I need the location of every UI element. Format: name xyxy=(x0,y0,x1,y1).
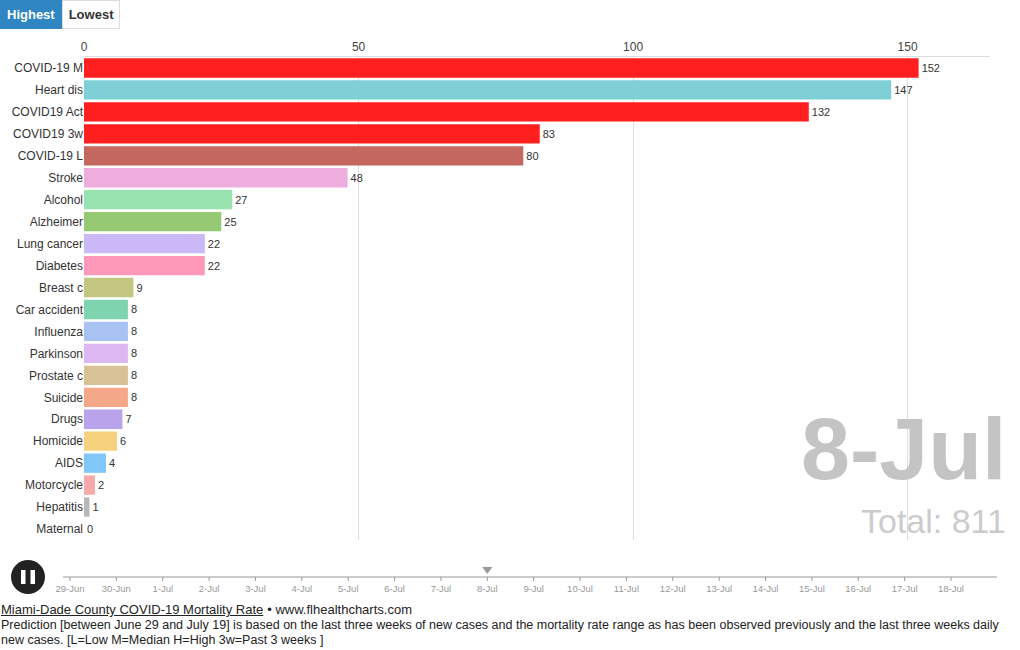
svg-text:Hepatitis: Hepatitis xyxy=(36,500,83,514)
svg-text:9-Jul: 9-Jul xyxy=(523,583,544,594)
svg-text:4: 4 xyxy=(109,457,115,469)
svg-text:Maternal: Maternal xyxy=(36,522,83,536)
svg-text:15-Jul: 15-Jul xyxy=(799,583,825,594)
svg-text:Homicide: Homicide xyxy=(33,434,83,448)
svg-text:8-Jul: 8-Jul xyxy=(477,583,498,594)
svg-text:Influenza: Influenza xyxy=(34,325,83,339)
svg-text:Drugs: Drugs xyxy=(51,412,83,426)
svg-text:7: 7 xyxy=(125,413,131,425)
svg-text:7-Jul: 7-Jul xyxy=(431,583,452,594)
svg-text:9: 9 xyxy=(136,282,142,294)
svg-text:30-Jun: 30-Jun xyxy=(102,583,131,594)
svg-text:COVID-19 M: COVID-19 M xyxy=(14,61,83,75)
svg-text:Car accident: Car accident xyxy=(16,303,84,317)
svg-text:152: 152 xyxy=(922,62,940,74)
svg-text:18-Jul: 18-Jul xyxy=(938,583,964,594)
svg-text:5-Jul: 5-Jul xyxy=(338,583,359,594)
svg-text:150: 150 xyxy=(898,40,918,54)
svg-text:147: 147 xyxy=(894,84,912,96)
svg-text:22: 22 xyxy=(208,238,220,250)
svg-text:Motorcycle: Motorcycle xyxy=(25,478,83,492)
svg-text:Total: 811: Total: 811 xyxy=(861,502,1006,540)
svg-text:50: 50 xyxy=(352,40,366,54)
svg-text:1-Jul: 1-Jul xyxy=(152,583,173,594)
svg-text:AIDS: AIDS xyxy=(55,456,83,470)
svg-text:132: 132 xyxy=(812,106,830,118)
svg-text:16-Jul: 16-Jul xyxy=(845,583,871,594)
svg-text:8: 8 xyxy=(131,391,137,403)
svg-text:Parkinson: Parkinson xyxy=(30,347,83,361)
svg-text:4-Jul: 4-Jul xyxy=(292,583,313,594)
svg-text:Breast c: Breast c xyxy=(39,281,83,295)
svg-text:COVID19 Act: COVID19 Act xyxy=(12,105,84,119)
svg-text:2-Jul: 2-Jul xyxy=(199,583,220,594)
svg-text:22: 22 xyxy=(208,260,220,272)
svg-text:13-Jul: 13-Jul xyxy=(706,583,732,594)
svg-text:COVID19 3w: COVID19 3w xyxy=(13,127,83,141)
svg-text:12-Jul: 12-Jul xyxy=(660,583,686,594)
svg-text:10-Jul: 10-Jul xyxy=(567,583,593,594)
svg-text:100: 100 xyxy=(623,40,643,54)
svg-text:83: 83 xyxy=(543,128,555,140)
svg-text:14-Jul: 14-Jul xyxy=(753,583,779,594)
svg-text:COVID-19 L: COVID-19 L xyxy=(18,149,84,163)
svg-text:80: 80 xyxy=(526,150,538,162)
svg-text:8: 8 xyxy=(131,347,137,359)
svg-text:8: 8 xyxy=(131,325,137,337)
svg-text:8-Jul: 8-Jul xyxy=(801,399,1006,498)
html-text:Lowest: Lowest xyxy=(68,7,114,22)
svg-text:0: 0 xyxy=(87,523,93,535)
svg-text:27: 27 xyxy=(235,194,247,206)
html-text:Highest: Highest xyxy=(7,7,55,22)
html-text:Miami-Dade County COVID-19 Mor: Miami-Dade County COVID-19 Mortality Rat… xyxy=(1,602,412,617)
svg-text:6: 6 xyxy=(120,435,126,447)
svg-text:11-Jul: 11-Jul xyxy=(614,583,639,594)
svg-text:25: 25 xyxy=(224,216,236,228)
svg-text:0: 0 xyxy=(81,40,88,54)
svg-text:Alzheimer: Alzheimer xyxy=(30,215,83,229)
svg-text:29-Jun: 29-Jun xyxy=(55,583,84,594)
svg-text:Suicide: Suicide xyxy=(44,391,84,405)
svg-text:1: 1 xyxy=(92,501,98,513)
svg-text:Diabetes: Diabetes xyxy=(36,259,83,273)
svg-text:2: 2 xyxy=(98,479,104,491)
svg-text:48: 48 xyxy=(351,172,363,184)
svg-text:Alcohol: Alcohol xyxy=(44,193,83,207)
svg-text:3-Jul: 3-Jul xyxy=(245,583,266,594)
svg-text:8: 8 xyxy=(131,303,137,315)
html-text:Prediction [between June 29 an: Prediction [between June 29 and July 19]… xyxy=(1,618,999,647)
svg-text:Lung cancer: Lung cancer xyxy=(17,237,83,251)
svg-text:Stroke: Stroke xyxy=(48,171,83,185)
svg-text:6-Jul: 6-Jul xyxy=(384,583,405,594)
svg-text:17-Jul: 17-Jul xyxy=(892,583,918,594)
svg-text:8: 8 xyxy=(131,369,137,381)
svg-text:Prostate c: Prostate c xyxy=(29,369,83,383)
svg-text:Heart dis: Heart dis xyxy=(35,83,83,97)
